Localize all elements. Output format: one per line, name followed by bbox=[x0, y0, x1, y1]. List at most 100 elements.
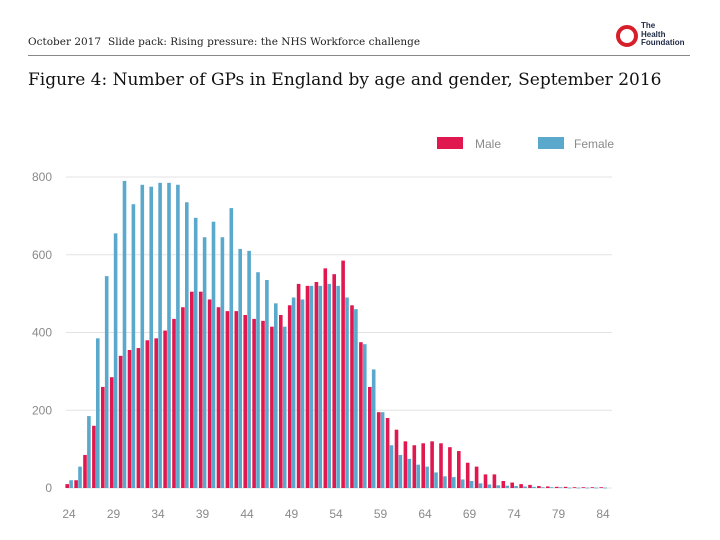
header-date: October 2017 bbox=[28, 36, 102, 48]
legend-female-label: Female bbox=[574, 137, 614, 151]
y-tick-label: 0 bbox=[45, 481, 52, 495]
bar-female bbox=[371, 369, 376, 488]
bar-male bbox=[581, 487, 586, 489]
bar-male bbox=[83, 454, 87, 488]
bar-male bbox=[376, 412, 381, 488]
logo-ring-icon bbox=[616, 25, 638, 47]
logo-text: The Health Foundation bbox=[641, 21, 701, 48]
bar-female bbox=[452, 477, 456, 488]
bar-female bbox=[549, 487, 554, 489]
bar-female bbox=[185, 202, 189, 488]
bar-male bbox=[314, 281, 319, 488]
bar-female bbox=[229, 208, 234, 488]
bar-female bbox=[460, 479, 465, 488]
bar-male bbox=[563, 486, 568, 488]
bar-male bbox=[510, 482, 514, 488]
bar-male bbox=[270, 326, 274, 488]
x-tick-label: 39 bbox=[196, 507, 210, 521]
bar-male bbox=[590, 487, 595, 489]
bar-female bbox=[585, 487, 590, 489]
bar-female bbox=[416, 464, 420, 488]
bar-female bbox=[309, 285, 314, 488]
bar-female bbox=[487, 484, 492, 488]
bar-female bbox=[514, 486, 518, 488]
y-tick-label: 400 bbox=[32, 326, 52, 340]
bar-male bbox=[234, 311, 239, 488]
x-tick-label: 49 bbox=[285, 507, 299, 521]
bar-female bbox=[122, 180, 127, 488]
bar-female bbox=[389, 445, 394, 488]
bar-male bbox=[341, 260, 345, 488]
logo-line-1: The bbox=[641, 21, 656, 30]
bar-female bbox=[558, 487, 563, 489]
bar-female bbox=[327, 283, 331, 488]
bar-male bbox=[252, 318, 256, 488]
health-foundation-logo: The Health Foundation bbox=[616, 21, 696, 52]
x-tick-label: 69 bbox=[463, 507, 477, 521]
bar-female bbox=[78, 466, 82, 488]
bar-female bbox=[398, 454, 403, 488]
bar-male bbox=[546, 486, 550, 488]
bar-female bbox=[291, 297, 296, 488]
bar-female bbox=[140, 184, 145, 488]
bar-male bbox=[599, 487, 603, 489]
bar-male bbox=[519, 484, 523, 488]
bar-male bbox=[474, 466, 479, 488]
bar-male bbox=[154, 338, 158, 488]
bar-female bbox=[336, 285, 340, 488]
bar-female bbox=[167, 182, 171, 488]
bar-male bbox=[572, 487, 577, 489]
bar-male bbox=[430, 441, 434, 488]
bar-female bbox=[238, 248, 242, 488]
x-tick-label: 84 bbox=[596, 507, 610, 521]
bar-male bbox=[501, 481, 506, 488]
logo-line-2: Health bbox=[641, 29, 666, 39]
bar-male bbox=[101, 386, 105, 488]
bar-male bbox=[359, 342, 363, 488]
bar-female bbox=[104, 276, 109, 488]
x-axis: 24 29 34 39 44 49 54 59 64 69 74 79 84 bbox=[62, 507, 610, 521]
bar-male bbox=[439, 443, 443, 488]
bar-male bbox=[92, 425, 96, 488]
bar-male bbox=[323, 268, 328, 488]
bar-male bbox=[145, 340, 150, 488]
bar-female bbox=[300, 299, 305, 488]
bar-male bbox=[279, 315, 283, 488]
bar-female bbox=[532, 486, 536, 488]
bar-male bbox=[403, 441, 408, 488]
bar-female bbox=[363, 344, 367, 488]
bar-male bbox=[172, 318, 176, 488]
bar-female bbox=[176, 184, 180, 488]
bar-female bbox=[603, 487, 607, 489]
bar-female bbox=[282, 326, 287, 488]
bar-female bbox=[354, 309, 358, 488]
bar-male bbox=[216, 307, 221, 488]
bar-female bbox=[576, 487, 581, 489]
bar-male bbox=[457, 451, 461, 488]
bar-female bbox=[131, 204, 136, 488]
x-tick-label: 79 bbox=[552, 507, 566, 521]
bar-male bbox=[207, 299, 212, 488]
bar-male bbox=[136, 348, 141, 488]
x-tick-label: 29 bbox=[107, 507, 121, 521]
bar-female bbox=[202, 237, 207, 488]
x-tick-label: 24 bbox=[62, 507, 76, 521]
bar-male bbox=[198, 291, 203, 488]
bar-female bbox=[113, 233, 118, 488]
bar-female bbox=[256, 272, 260, 488]
legend-male-swatch bbox=[437, 137, 463, 149]
bar-male bbox=[305, 285, 310, 488]
bar-male bbox=[243, 315, 247, 488]
bar-female bbox=[541, 487, 545, 489]
y-tick-label: 200 bbox=[32, 403, 52, 417]
bar-female bbox=[594, 487, 598, 489]
bar-male bbox=[109, 377, 114, 488]
x-tick-label: 64 bbox=[418, 507, 432, 521]
bar-male bbox=[537, 486, 541, 488]
bar-female bbox=[274, 303, 278, 488]
bar-male bbox=[368, 386, 372, 488]
legend-male-label: Male bbox=[475, 137, 501, 151]
bar-male bbox=[127, 349, 132, 488]
bar-male bbox=[448, 447, 452, 488]
x-tick-label: 44 bbox=[240, 507, 254, 521]
